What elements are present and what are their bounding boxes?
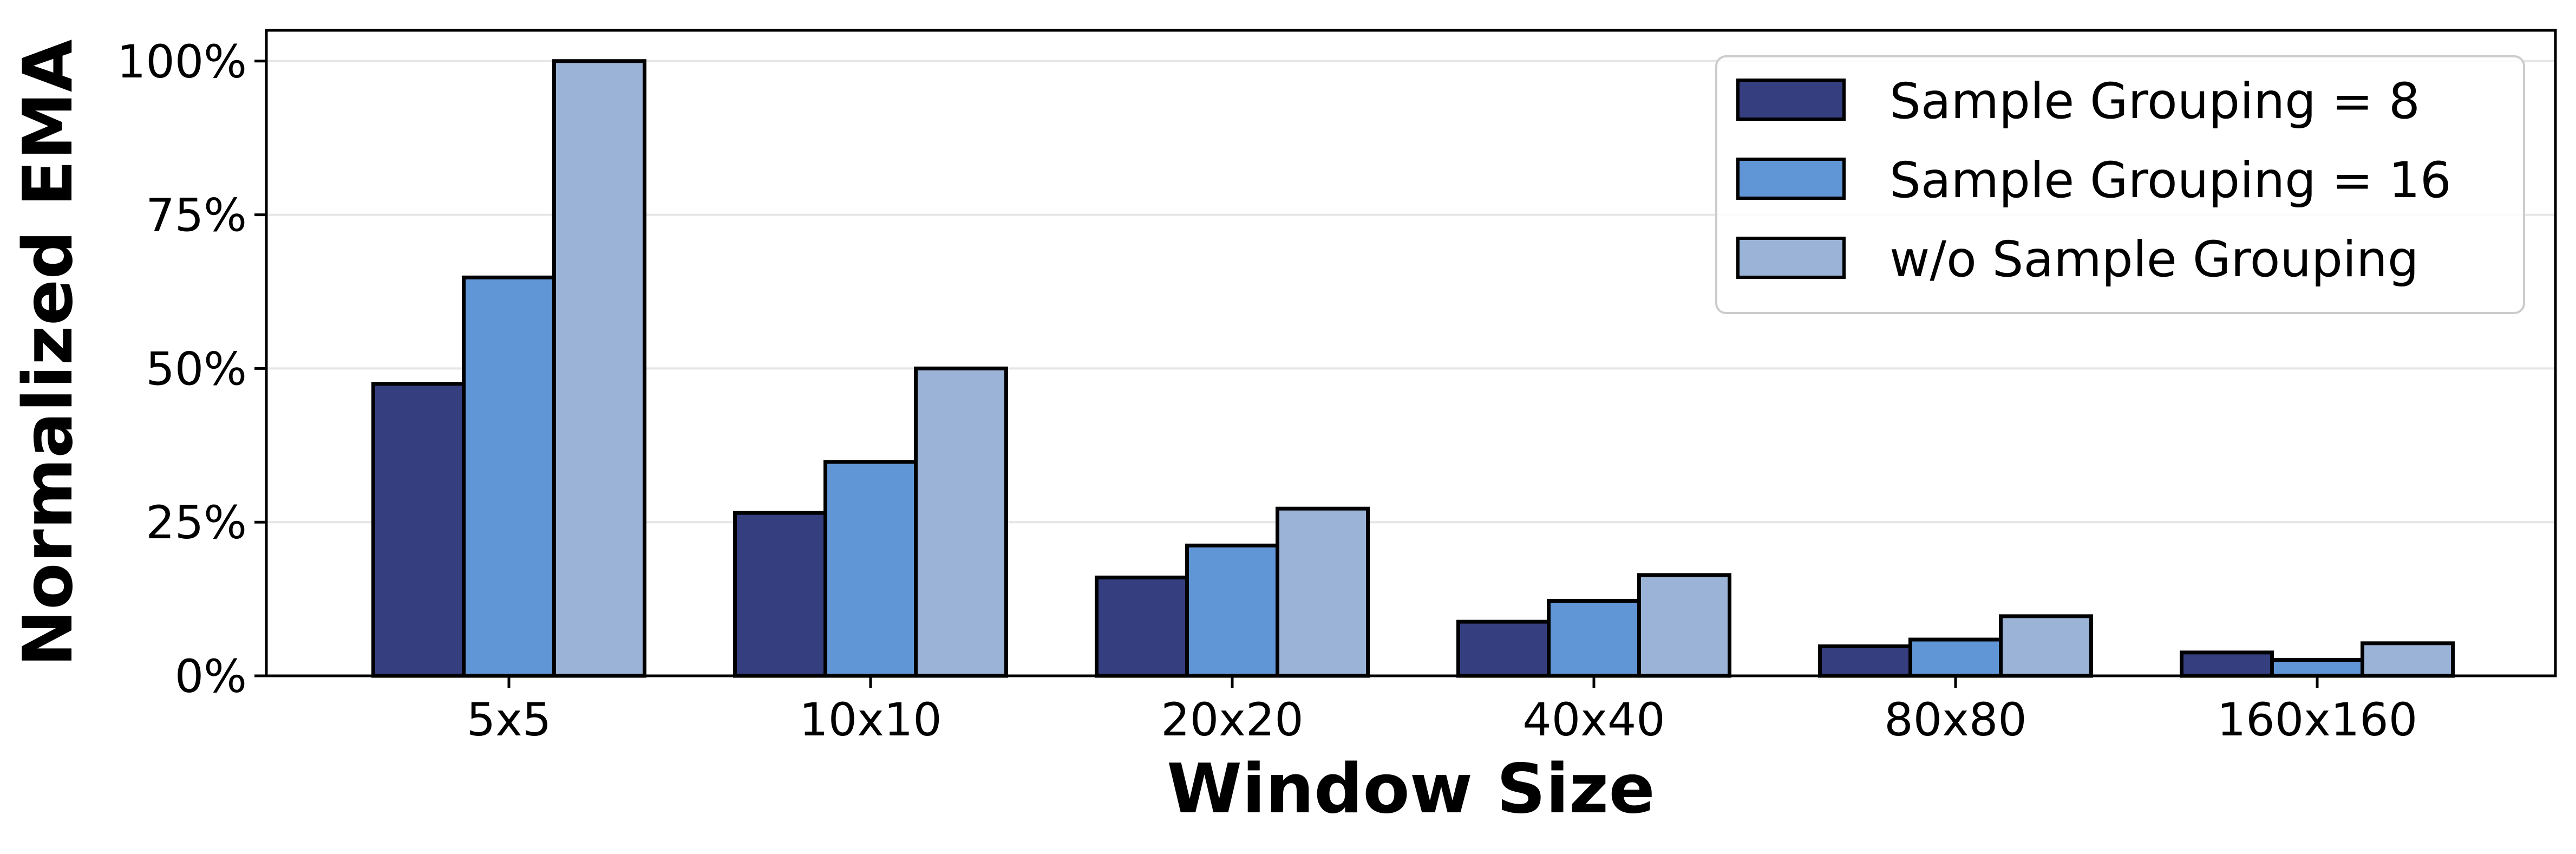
bar-40x40-series-1 [1456, 620, 1551, 678]
x-tick-label: 160x160 [2217, 693, 2417, 746]
bar-80x80-series-1 [1818, 644, 1912, 678]
bar-20x20-series-3 [1276, 506, 1370, 678]
y-axis-title: Normalized EMA [8, 40, 88, 667]
y-tick-label: 0% [175, 650, 247, 703]
x-tick-label: 80x80 [1884, 693, 2026, 746]
bar-5x5-series-3 [552, 59, 646, 678]
bar-10x10-series-2 [823, 460, 918, 678]
bar-5x5-series-2 [462, 275, 556, 678]
bar-160x160-series-2 [2270, 657, 2364, 678]
legend-swatch [1736, 237, 1846, 279]
plot-frame [265, 29, 2557, 677]
bar-20x20-series-1 [1095, 575, 1189, 678]
x-tick-label: 10x10 [799, 693, 942, 746]
legend-label: Sample Grouping = 16 [1889, 152, 2451, 209]
bar-160x160-series-1 [2180, 650, 2274, 678]
x-axis-title: Window Size [1167, 749, 1655, 829]
legend-swatch [1736, 79, 1846, 121]
bar-80x80-series-2 [1908, 637, 2003, 678]
bar-10x10-series-3 [914, 366, 1008, 678]
legend-frame [1715, 55, 2525, 314]
x-axis: 5x5 10x10 20x20 40x40 80x80 160x160 [467, 676, 2417, 746]
bar-10x10-series-1 [733, 511, 827, 678]
bars [371, 59, 2455, 678]
legend: Sample Grouping = 8 Sample Grouping = 16 w… [1715, 55, 2525, 314]
legend-label: w/o Sample Grouping [1889, 231, 2419, 288]
bar-80x80-series-3 [1999, 614, 2093, 678]
x-tick-label: 40x40 [1522, 693, 1665, 746]
bar-160x160-series-3 [2361, 641, 2455, 678]
bar-40x40-series-2 [1547, 599, 1641, 678]
y-tick-label: 50% [146, 342, 247, 395]
bar-5x5-series-1 [371, 382, 466, 678]
x-tick-label: 20x20 [1161, 693, 1303, 746]
y-tick-label: 100% [117, 35, 247, 88]
bar-40x40-series-3 [1637, 573, 1731, 678]
x-tick-label: 5x5 [467, 693, 552, 746]
y-tick-label: 25% [146, 496, 247, 549]
legend-label: Sample Grouping = 8 [1889, 73, 2420, 130]
y-axis: 0% 25% 50% 75% 100% [117, 35, 266, 703]
legend-swatch [1736, 158, 1846, 200]
y-tick-label: 75% [146, 189, 247, 242]
bar-20x20-series-2 [1185, 543, 1279, 678]
